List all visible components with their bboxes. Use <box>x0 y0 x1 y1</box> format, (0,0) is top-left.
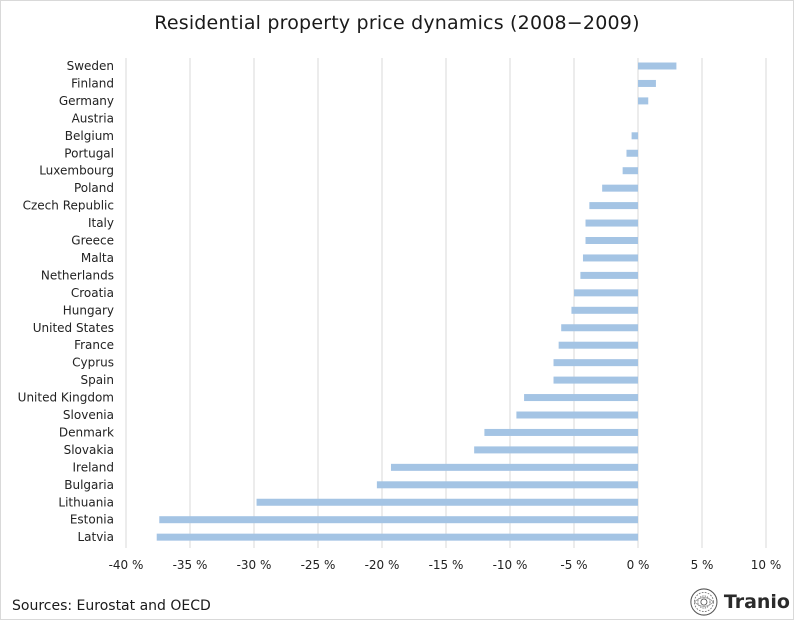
category-label: Croatia <box>71 286 114 300</box>
category-label: Spain <box>80 373 114 387</box>
category-label: United States <box>33 321 114 335</box>
bar <box>580 271 638 279</box>
category-label: Hungary <box>63 303 114 317</box>
bar <box>524 394 638 402</box>
category-label: United Kingdom <box>18 391 114 405</box>
category-label: Bulgaria <box>64 478 114 492</box>
category-label: Belgium <box>65 129 114 143</box>
x-tick-label: -5 % <box>560 558 587 572</box>
x-tick-label: -25 % <box>301 558 336 572</box>
logo-text: Tranio <box>723 591 790 613</box>
bar <box>159 516 638 524</box>
category-label: Sweden <box>67 59 114 73</box>
bar <box>474 446 638 454</box>
category-label: Greece <box>71 234 114 248</box>
category-label: Slovenia <box>63 408 114 422</box>
category-label: Luxembourg <box>39 164 114 178</box>
bar <box>602 184 638 192</box>
bar <box>516 411 638 419</box>
tranio-logo: Tranio <box>690 586 790 618</box>
x-tick-label: 5 % <box>691 558 714 572</box>
x-tick-label: -10 % <box>493 558 528 572</box>
bar <box>256 498 638 506</box>
category-label: Portugal <box>64 146 114 160</box>
bar <box>638 79 656 87</box>
category-label: Lithuania <box>58 495 114 509</box>
chart-title: Residential property price dynamics (200… <box>154 12 640 34</box>
bar <box>585 237 638 244</box>
bar <box>561 324 638 332</box>
bar-chart: -40 % -35 % -30 % -25 % -20 % -15 % -10 % -5 % 0… <box>18 58 782 572</box>
x-tick-label: 0 % <box>627 558 650 572</box>
bar <box>582 254 638 262</box>
bar <box>571 306 638 314</box>
bar <box>553 359 638 367</box>
bar <box>376 481 638 489</box>
bar <box>638 62 677 70</box>
category-label: Latvia <box>77 530 114 544</box>
category-label: Estonia <box>70 513 114 527</box>
category-label: Cyprus <box>72 356 114 370</box>
source-note: Sources: Eurostat and OECD <box>12 598 211 614</box>
category-label: Finland <box>71 76 114 90</box>
x-tick-label: 10 % <box>751 558 782 572</box>
bar <box>626 149 638 157</box>
category-label: Ireland <box>72 460 114 474</box>
bar <box>390 463 638 471</box>
category-label: Germany <box>59 94 114 108</box>
bar <box>574 289 638 297</box>
x-tick-label: -40 % <box>109 558 144 572</box>
category-label: Malta <box>81 251 114 265</box>
bar <box>631 132 638 140</box>
bar <box>484 428 638 436</box>
x-tick-label: -20 % <box>365 558 400 572</box>
bar <box>622 167 638 175</box>
x-tick-label: -30 % <box>237 558 272 572</box>
category-label: Austria <box>72 111 114 125</box>
category-label: Czech Republic <box>23 199 114 213</box>
category-label: Italy <box>88 216 114 230</box>
bar <box>638 97 649 105</box>
bar <box>558 341 638 349</box>
category-label: Netherlands <box>41 268 114 282</box>
category-label: Poland <box>74 181 114 195</box>
x-tick-label: -35 % <box>173 558 208 572</box>
category-label: France <box>74 338 114 352</box>
bar <box>589 202 638 210</box>
category-label: Denmark <box>59 425 114 439</box>
bar <box>156 533 638 541</box>
bar <box>553 376 638 384</box>
x-tick-label: -15 % <box>429 558 464 572</box>
category-label: Slovakia <box>64 443 114 457</box>
tranio-logo-icon <box>690 588 718 616</box>
bar <box>585 219 638 227</box>
